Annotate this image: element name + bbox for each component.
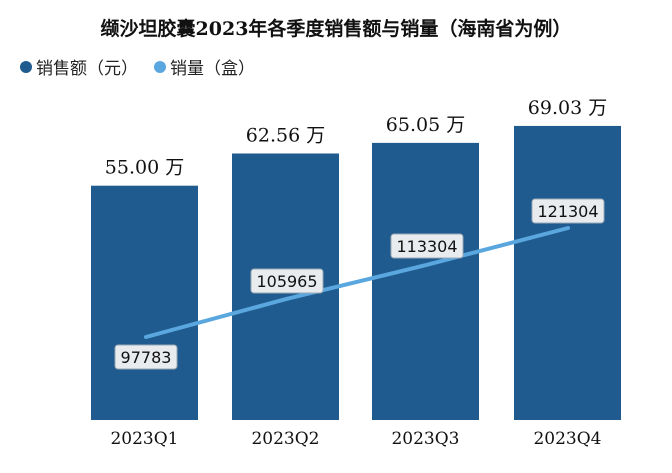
x-tick-label-2: 2023Q2	[251, 429, 319, 449]
quantity-value-label-1: 97783	[121, 348, 172, 367]
quantity-label-box-2	[250, 268, 324, 294]
legend-swatch-sales	[20, 60, 32, 73]
quantity-label-box-3	[390, 233, 464, 259]
quantity-label-box-1	[114, 344, 178, 370]
bar-3	[372, 142, 479, 420]
x-tick-label-1: 2023Q1	[110, 429, 178, 449]
bar-value-label-3: 65.05 万	[386, 114, 465, 136]
legend-label-sales: 销售额（元）	[36, 59, 138, 79]
bar-value-label-4: 69.03 万	[528, 97, 607, 119]
quantity-value-label-2: 105965	[256, 272, 317, 291]
legend-item-quantity: 销量（盒）	[154, 54, 255, 79]
quantity-value-label-3: 113304	[396, 237, 457, 256]
x-tick-label-4: 2023Q4	[533, 429, 601, 449]
chart-title: 缬沙坦胶囊2023年各季度销售额与销量（海南省为例）	[100, 18, 572, 40]
quantity-label-box-4	[531, 198, 605, 224]
quantity-value-label-4: 121304	[537, 202, 598, 221]
legend-item-sales: 销售额（元）	[20, 54, 138, 79]
x-tick-label-3: 2023Q3	[391, 429, 459, 449]
legend: 销售额（元） 销量（盒）	[20, 54, 271, 79]
bar-value-label-1: 55.00 万	[105, 157, 184, 179]
quantity-line	[144, 226, 570, 339]
bar-value-label-2: 62.56 万	[246, 124, 325, 146]
legend-swatch-quantity	[154, 60, 166, 73]
bar-4	[514, 125, 621, 421]
legend-label-quantity: 销量（盒）	[170, 59, 255, 79]
bar-1	[91, 185, 198, 420]
